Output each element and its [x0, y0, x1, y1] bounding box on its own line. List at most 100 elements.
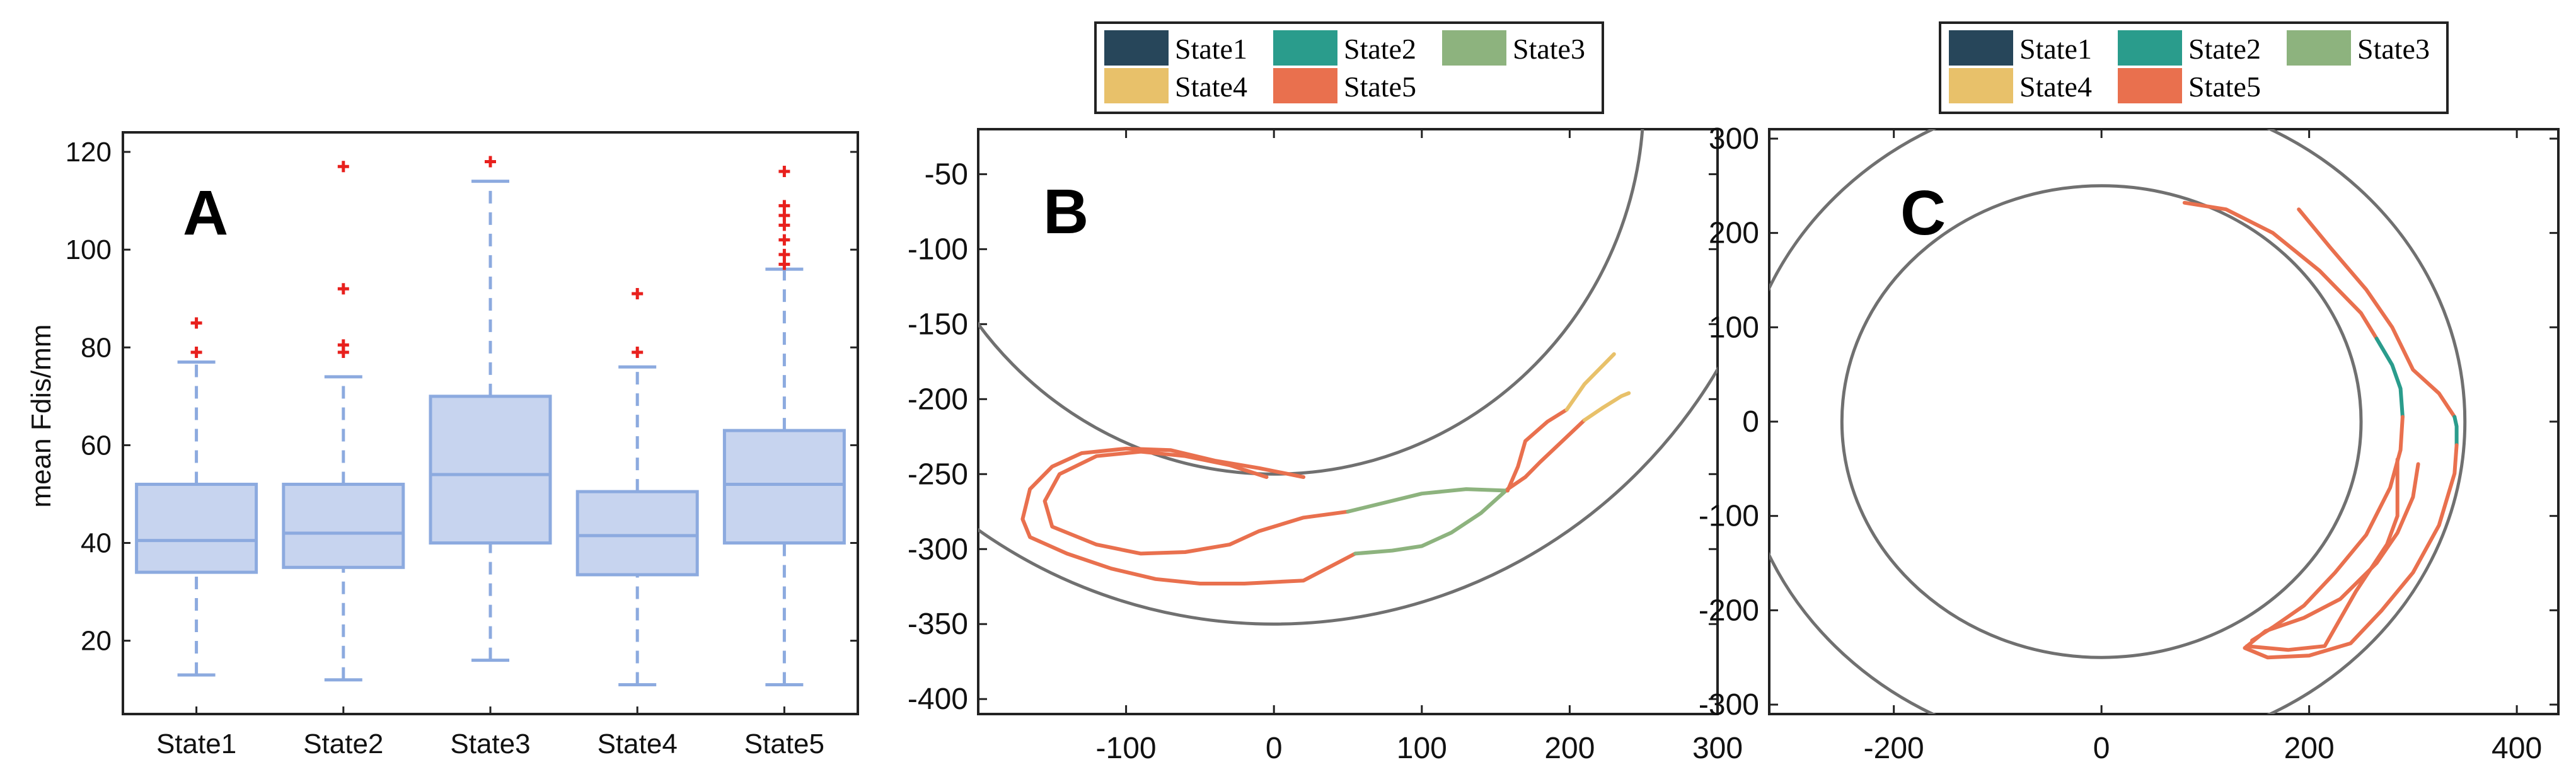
- x-tick-label: 0: [1266, 732, 1283, 765]
- box: [282, 482, 405, 569]
- y-tick-label: 40: [81, 528, 112, 559]
- panel-a: 20 40 60 80 100 120 State1 State2 State3 State4 St…: [26, 131, 859, 759]
- legend-swatch-state2: [1273, 30, 1337, 66]
- x-tick-label: 200: [2284, 732, 2335, 765]
- y-tick-label: -200: [908, 383, 968, 416]
- legend-label: State4: [1175, 71, 1247, 103]
- x-tick-label: -200: [1864, 732, 1924, 765]
- legend-label: State5: [1344, 71, 1416, 103]
- x-tick-label: State5: [744, 729, 824, 759]
- panel-c-axes: [1768, 128, 2560, 715]
- trajectory-state5: [2244, 457, 2400, 652]
- legend-label: State2: [2188, 33, 2261, 65]
- x-tick-label: 0: [2093, 732, 2110, 765]
- y-tick-label: 120: [66, 137, 112, 168]
- panel-b: -100 0 100 200 300 -400 -350 -300 -250 -200 -150 -1…: [908, 21, 1743, 765]
- y-tick-label: -350: [908, 608, 968, 641]
- trajectory-state2: [2374, 337, 2405, 419]
- outlier-point: [485, 156, 496, 168]
- outlier-point: [190, 347, 202, 359]
- outlier-point: [778, 209, 790, 221]
- outlier-point: [337, 161, 349, 173]
- trajectory-state2: [2452, 415, 2459, 447]
- x-tick-label: 400: [2492, 732, 2542, 765]
- outlier-point: [778, 219, 790, 231]
- y-tick-label: 0: [1742, 405, 1759, 439]
- outlier-point: [632, 287, 644, 299]
- trajectory-state5: [2297, 207, 2457, 419]
- panel-c-label: C: [1900, 178, 1946, 248]
- trajectory-state5: [1043, 449, 1350, 556]
- y-tick-label: -300: [1699, 688, 1759, 722]
- y-tick-label: -150: [908, 308, 968, 341]
- boundary-circle: [978, 129, 1644, 476]
- outlier-point: [778, 258, 790, 270]
- y-tick-label: -50: [925, 158, 968, 191]
- box: [722, 429, 846, 545]
- box: [429, 395, 552, 545]
- boundary-circle: [1840, 184, 2363, 659]
- trajectory-state5: [1505, 418, 1586, 492]
- panel-b-axes: [977, 128, 1719, 715]
- legend-box: [1939, 21, 2449, 114]
- trajectory-state3: [1346, 487, 1510, 514]
- legend-swatch-state1: [1104, 30, 1169, 66]
- y-tick-label: -200: [1699, 594, 1759, 627]
- legend-swatch-state4: [1949, 68, 2013, 103]
- panel-c-legend: State1 State2 State3 State4 State5: [1939, 21, 2449, 114]
- trajectory-state3: [1353, 487, 1510, 556]
- x-tick-label: State1: [156, 729, 236, 759]
- trajectory-state4: [1564, 352, 1616, 412]
- x-tick-label: 200: [1544, 732, 1595, 765]
- legend-swatch-state1: [1949, 30, 2013, 66]
- legend-label: State2: [1344, 33, 1416, 65]
- box: [575, 490, 699, 577]
- boundary-circle: [978, 366, 1718, 626]
- outlier-point: [337, 283, 349, 295]
- trajectory-state5: [1020, 446, 1358, 585]
- legend-label: State3: [2357, 33, 2430, 65]
- panel-a-label: A: [183, 178, 228, 248]
- trajectory-state5: [1505, 408, 1569, 493]
- y-tick-label: 200: [1709, 217, 1759, 250]
- y-tick-label: 80: [81, 332, 112, 363]
- legend-box: [1094, 21, 1604, 114]
- trajectory-state5: [2243, 443, 2459, 660]
- legend-label: State4: [2019, 71, 2092, 103]
- outlier-point: [337, 339, 349, 351]
- x-tick-label: State2: [303, 729, 383, 759]
- y-tick-label: 100: [66, 234, 112, 265]
- x-tick-label: 100: [1397, 732, 1447, 765]
- x-tick-label: State4: [598, 729, 678, 759]
- legend-swatch-state5: [2118, 68, 2182, 103]
- panel-c: -200 0 200 400 -300 -200 -100 0 100 200 300 C Stat…: [1699, 21, 2560, 765]
- box: [135, 482, 258, 574]
- panel-a-ylabel: mean Fdis/mm: [26, 325, 57, 508]
- y-tick-label: 300: [1709, 122, 1759, 156]
- legend-swatch-state3: [2287, 30, 2351, 66]
- x-tick-label: State3: [450, 729, 530, 759]
- outlier-point: [632, 347, 644, 359]
- outlier-point: [778, 166, 790, 178]
- trajectory-state4: [1582, 391, 1631, 422]
- legend-swatch-state3: [1442, 30, 1506, 66]
- y-tick-label: 20: [81, 626, 112, 657]
- legend-swatch-state5: [1273, 68, 1337, 103]
- panel-b-legend: State1 State2 State3 State4 State5: [1094, 21, 1604, 114]
- legend-swatch-state4: [1104, 68, 1169, 103]
- y-tick-label: -300: [908, 533, 968, 566]
- y-tick-label: -100: [1699, 500, 1759, 533]
- boundary-circle: [1769, 129, 2467, 714]
- legend-label: State5: [2188, 71, 2261, 103]
- panel-b-label: B: [1043, 176, 1089, 247]
- legend-swatch-state2: [2118, 30, 2182, 66]
- y-tick-label: 60: [81, 430, 112, 461]
- y-tick-label: -400: [908, 683, 968, 716]
- legend-label: State3: [1513, 33, 1585, 65]
- trajectory-state5: [2250, 415, 2405, 643]
- outlier-point: [778, 248, 790, 260]
- outlier-point: [778, 200, 790, 212]
- x-tick-label: -100: [1096, 732, 1157, 765]
- legend-label: State1: [2019, 33, 2092, 65]
